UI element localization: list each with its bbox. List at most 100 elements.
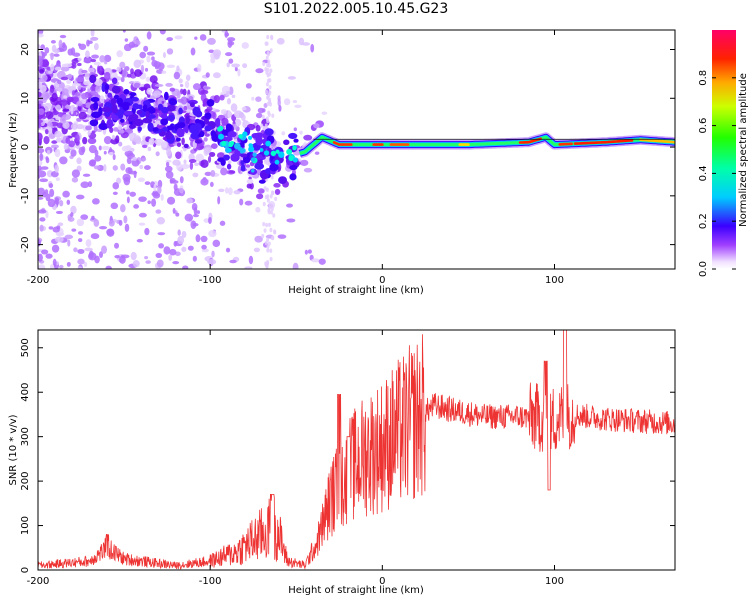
ridge-blob [255, 136, 263, 146]
spectrogram-blob [108, 151, 114, 156]
spectrogram-blob [277, 234, 287, 239]
spectrogram-blob [237, 165, 241, 174]
ridge-blob [223, 136, 233, 142]
spectrogram-blob [60, 99, 68, 106]
ridge-blob [289, 164, 298, 171]
x-tick-label: 0 [379, 576, 385, 587]
spectrogram-blob [195, 234, 201, 243]
ridge-blob [128, 124, 136, 129]
spectrogram-blob [256, 193, 264, 200]
spectrogram-blob [200, 235, 208, 243]
spectrogram-blob [269, 248, 273, 253]
spectrogram-blob [38, 58, 43, 67]
spectrogram-blob [204, 146, 212, 155]
spectrogram-blob [133, 59, 142, 69]
spectrogram-blob [122, 69, 127, 78]
spectrogram-blob [114, 254, 120, 259]
spectrogram-blob [231, 63, 240, 68]
spectrogram-blob [161, 70, 167, 74]
spectrogram-blob [44, 129, 49, 135]
spectrogram-blob [45, 156, 49, 161]
spectrogram-blob [261, 233, 265, 239]
spectrogram-blob [277, 98, 281, 107]
spectrogram-blob [274, 188, 281, 196]
spectrogram-blob [231, 94, 236, 99]
ridge-blob [250, 169, 255, 173]
spectrogram-blob [39, 152, 44, 162]
ridge-blob [89, 119, 99, 127]
spectrogram-blob [176, 65, 180, 72]
spectrogram-blob [67, 86, 77, 92]
ridge-blob [237, 146, 243, 152]
chart-title: S101.2022.005.10.45.G23 [264, 1, 449, 17]
ridge-blob [142, 117, 153, 124]
spectrogram-blob [192, 223, 199, 227]
spectrogram-blob [161, 100, 165, 104]
ridge-blob [238, 134, 243, 139]
ridge-blob [119, 118, 125, 123]
ridge-blob [160, 118, 169, 126]
spectrogram-blob [264, 123, 268, 128]
spectrogram-blob [265, 264, 269, 269]
spectrogram-blob [66, 96, 74, 103]
spectrogram-blob [77, 62, 82, 67]
spectrogram-blob [155, 252, 163, 259]
spectrogram-blob [185, 74, 191, 81]
spectrogram-y-ticks: -20 -10 0 10 20 [20, 43, 675, 253]
spectrogram-blob [157, 179, 163, 189]
spectrogram-blob [278, 104, 282, 112]
spectrogram-blob [195, 153, 205, 162]
spectrogram-blob [267, 222, 271, 227]
spectrogram-blob [38, 147, 45, 154]
spectrogram-blob [85, 50, 90, 59]
spectrogram-blob [49, 188, 55, 198]
spectrogram-blob [166, 196, 176, 205]
spectrogram-blob [72, 52, 81, 57]
spectrogram-blob [172, 159, 181, 166]
spectrogram-blob [84, 247, 93, 252]
spectrogram-blob [133, 170, 137, 179]
spectrogram-blob [126, 152, 135, 160]
ridge-blob [101, 106, 112, 113]
x-tick-label: -100 [199, 275, 222, 286]
spectrogram-blob [110, 202, 119, 210]
spectrogram-blob [139, 51, 147, 59]
spectrogram-blob [192, 172, 199, 178]
spectrogram-blob [274, 196, 278, 202]
spectrogram-blob [166, 64, 176, 69]
ridge-blob [132, 103, 140, 110]
ridge-blob [269, 163, 279, 172]
spectrogram-blob [114, 242, 120, 249]
spectrogram-blob [299, 130, 303, 135]
ridge-blob [136, 110, 142, 115]
ridge-blob [152, 127, 159, 132]
ridge-blob [178, 116, 185, 125]
spectrogram-blob [57, 79, 62, 85]
spectrogram-blob [61, 63, 69, 68]
spectrogram-blob [51, 244, 60, 253]
ridge-blob [250, 157, 256, 162]
spectrogram-blob [74, 91, 81, 97]
spectrogram-blob [54, 130, 62, 138]
spectrogram-blob [38, 100, 43, 105]
y-tick-label: 400 [20, 383, 31, 402]
spectrogram-blob [68, 140, 76, 148]
spectrogram-blob [52, 258, 57, 268]
spectrogram-blob [38, 91, 42, 98]
spectrogram-blob [239, 198, 244, 206]
snr-series-line [38, 330, 675, 570]
spectrogram-blob [75, 194, 85, 200]
spectrogram-blob [176, 142, 182, 148]
snr-panel: -200 -100 0 100 0 100 200 300 400 500 Height of … [8, 329, 676, 596]
ridge-blob [124, 110, 133, 116]
spectrogram-blob [269, 68, 273, 73]
spectrogram-blob [116, 66, 122, 72]
ridge-blob [106, 118, 114, 129]
spectrogram-blob [183, 159, 187, 165]
spectrogram-blob [303, 134, 313, 141]
ridge-blob [161, 106, 169, 114]
spectrogram-blob [71, 90, 76, 96]
ridge-blob [254, 162, 265, 170]
